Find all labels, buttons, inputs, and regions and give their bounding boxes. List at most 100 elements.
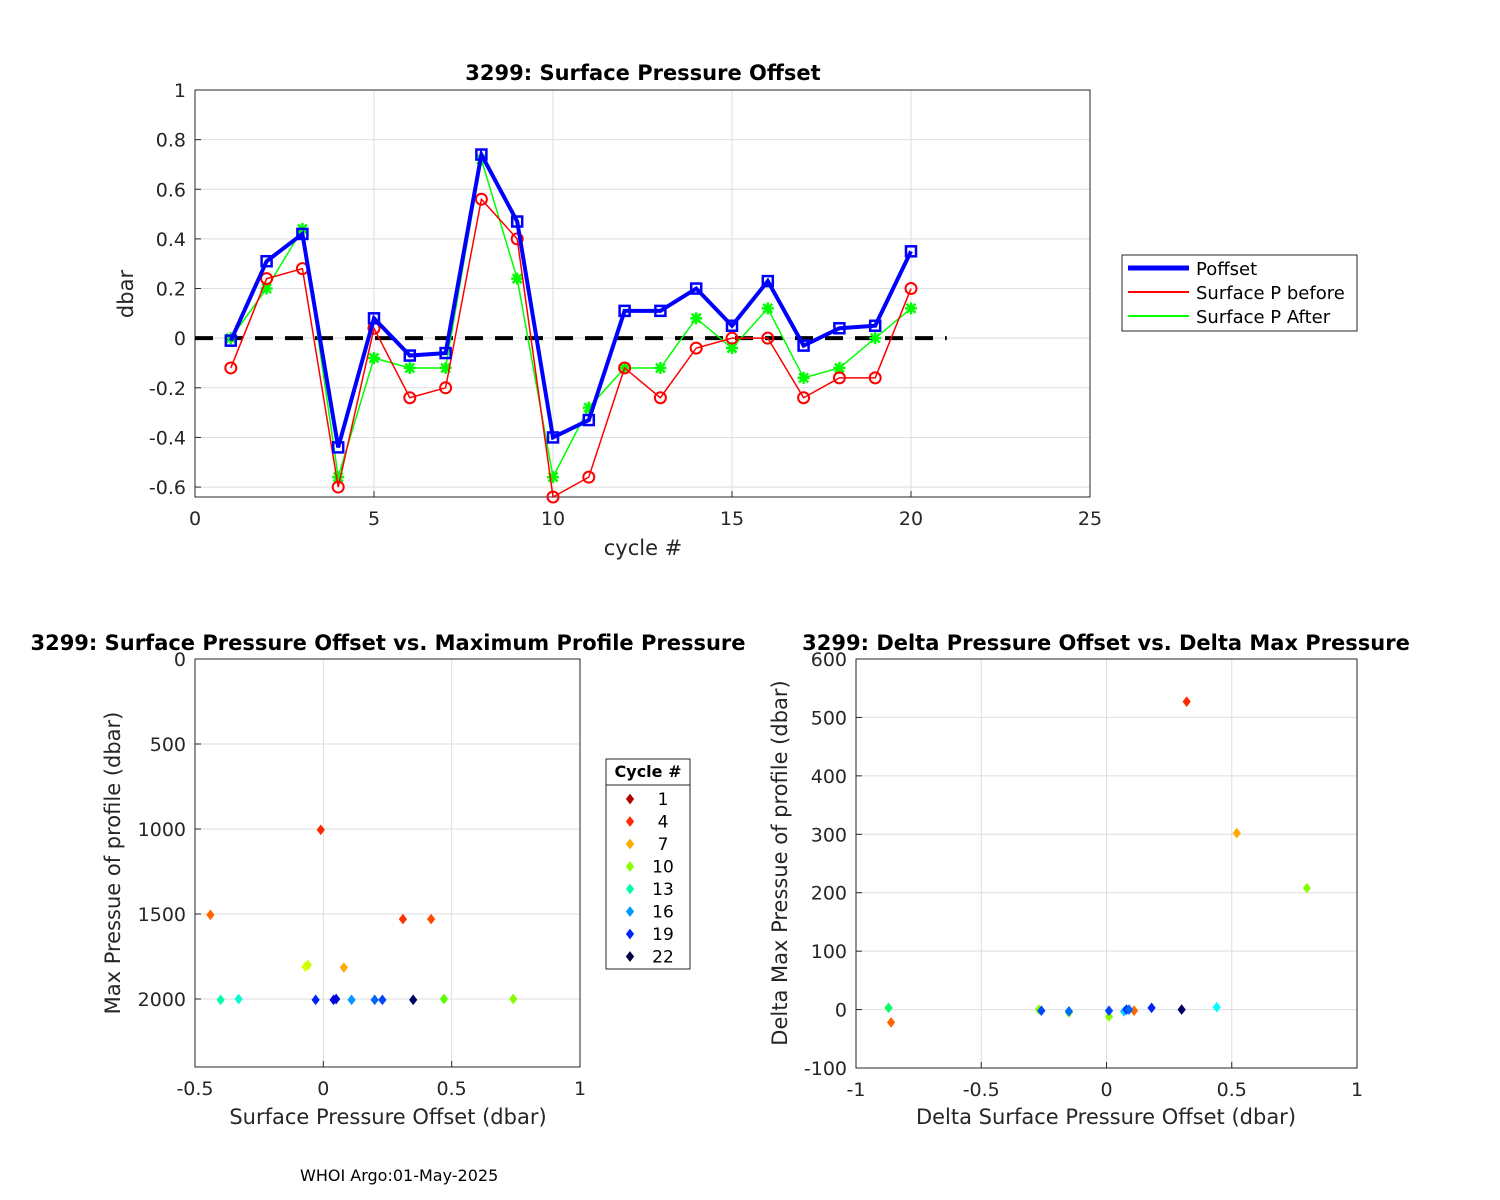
scatter-point	[316, 824, 325, 836]
cycle-legend-marker	[625, 906, 635, 917]
p1-ytick-label: 0.4	[156, 229, 186, 251]
chart1-legend: Poffset Surface P before Surface P After	[1121, 254, 1358, 332]
scatter-point	[1104, 1011, 1114, 1022]
cycle-legend-label: 10	[652, 858, 674, 878]
point-surface-p-after	[511, 272, 524, 285]
point-surface-p-before	[832, 371, 846, 385]
scatter-point	[1147, 1002, 1156, 1014]
p1-ytick-label: 0.2	[156, 279, 186, 301]
delta-offset-vs-delta-max-chart: -1 -0.5 0 0.5 1 -100 0 100 200 300 400 500 600 3299:…	[768, 631, 1410, 1129]
point-surface-p-before	[618, 361, 632, 375]
point-poffset	[618, 304, 631, 318]
footer-credit: WHOI Argo:01-May-2025	[300, 1166, 499, 1185]
cycle-legend-label: 1	[658, 790, 669, 810]
point-surface-p-after	[761, 302, 774, 315]
chart1-ticks: 0 5 10 15 20 25 -0.6 -0.4 -0.2 0 0.2 0.4 0.6 0.8 1	[149, 80, 1102, 530]
point-poffset	[510, 215, 524, 228]
point-surface-p-before	[474, 192, 488, 206]
scatter-point	[1212, 1001, 1221, 1013]
point-surface-p-after	[833, 361, 846, 374]
point-poffset	[546, 431, 560, 444]
p1-xtick-label: 10	[541, 508, 565, 530]
p1-ytick-label: 0	[174, 328, 186, 350]
p3-ytick-label: 200	[811, 883, 847, 905]
chart3-points	[884, 696, 1312, 1028]
scatter-point	[378, 994, 387, 1006]
cycle-legend-label: 4	[658, 813, 669, 833]
point-surface-p-after	[905, 302, 917, 315]
scatter-point	[1104, 1005, 1114, 1017]
legend-label-poffset: Poffset	[1196, 259, 1257, 280]
p1-xtick-label: 20	[899, 508, 923, 530]
legend-label-surface-p-before: Surface P before	[1196, 283, 1345, 304]
legend-label-surface-p-after: Surface P After	[1196, 307, 1331, 328]
point-poffset	[833, 321, 846, 335]
cycle-legend-marker	[625, 793, 635, 805]
scatter-point	[1037, 1005, 1046, 1017]
scatter-point	[1232, 827, 1241, 839]
p1-xtick-label: 25	[1078, 508, 1102, 530]
p3-ytick-label: 600	[811, 649, 847, 671]
cycle-legend-marker	[625, 816, 635, 827]
scatter-point	[347, 994, 356, 1006]
point-poffset	[367, 312, 381, 325]
p2-xtick-label: 0	[317, 1078, 329, 1100]
point-poffset	[725, 319, 739, 333]
chart3-ylabel: Delta Max Pressue of profile (dbar)	[768, 680, 792, 1045]
scatter-point	[234, 993, 243, 1005]
point-surface-p-after	[403, 361, 416, 374]
point-surface-p-before	[653, 391, 667, 405]
chart2-xlabel: Surface Pressure Offset (dbar)	[229, 1105, 546, 1129]
scatter-point	[409, 994, 418, 1006]
p2-xtick-label: 1	[574, 1078, 586, 1100]
chart1-axes-box	[194, 89, 1091, 498]
p1-xtick-label: 15	[720, 508, 744, 530]
cycle-legend-label: 16	[652, 903, 674, 923]
point-surface-p-before	[439, 381, 453, 395]
scatter-point	[303, 959, 313, 971]
p1-ytick-label: 0.6	[156, 179, 186, 201]
point-surface-p-before	[725, 331, 739, 345]
point-poffset	[439, 346, 452, 360]
point-surface-p-before	[797, 391, 811, 405]
chart2-grid	[194, 658, 581, 1067]
point-surface-p-before	[689, 341, 703, 355]
p1-ytick-label: -0.4	[149, 427, 186, 449]
cycle-legend-marker	[625, 883, 635, 895]
point-surface-p-before	[331, 480, 345, 494]
chart3-xlabel: Delta Surface Pressure Offset (dbar)	[916, 1105, 1296, 1129]
chart2-ticks: -0.5 0 0.5 1 0 500 1000 1500 2000	[138, 649, 586, 1100]
p3-xtick-label: -1	[847, 1079, 866, 1101]
series-line-poffset	[228, 148, 913, 448]
p3-ytick-label: 500	[811, 707, 847, 729]
chart1-title: 3299: Surface Pressure Offset	[465, 61, 820, 85]
point-surface-p-after	[690, 312, 703, 325]
scatter-point	[426, 913, 436, 925]
p3-ytick-label: 100	[811, 941, 847, 963]
point-surface-p-after	[368, 352, 380, 365]
point-surface-p-before	[546, 490, 560, 504]
point-poffset	[475, 148, 488, 161]
chart1-series	[224, 148, 918, 504]
p2-xtick-label: 0.5	[437, 1078, 467, 1100]
p3-ytick-label: 400	[811, 766, 847, 788]
point-surface-p-after	[654, 361, 667, 374]
p1-ytick-label: -0.6	[149, 477, 186, 499]
point-surface-p-before	[224, 361, 238, 375]
cycle-legend-label: 22	[652, 948, 674, 968]
point-poffset	[260, 254, 273, 268]
p1-xtick-label: 0	[189, 508, 201, 530]
point-surface-p-after	[797, 371, 810, 384]
point-surface-p-after	[547, 471, 559, 484]
scatter-point	[370, 994, 379, 1006]
point-surface-p-before	[868, 371, 882, 385]
chart1-ylabel: dbar	[114, 270, 138, 319]
scatter-point	[1124, 1004, 1134, 1015]
p1-ytick-label: -0.2	[149, 378, 186, 400]
point-poffset	[689, 282, 703, 295]
chart3-grid	[855, 658, 1358, 1069]
cycle-legend-label: 19	[652, 925, 674, 945]
p2-xtick-label: -0.5	[176, 1078, 213, 1100]
